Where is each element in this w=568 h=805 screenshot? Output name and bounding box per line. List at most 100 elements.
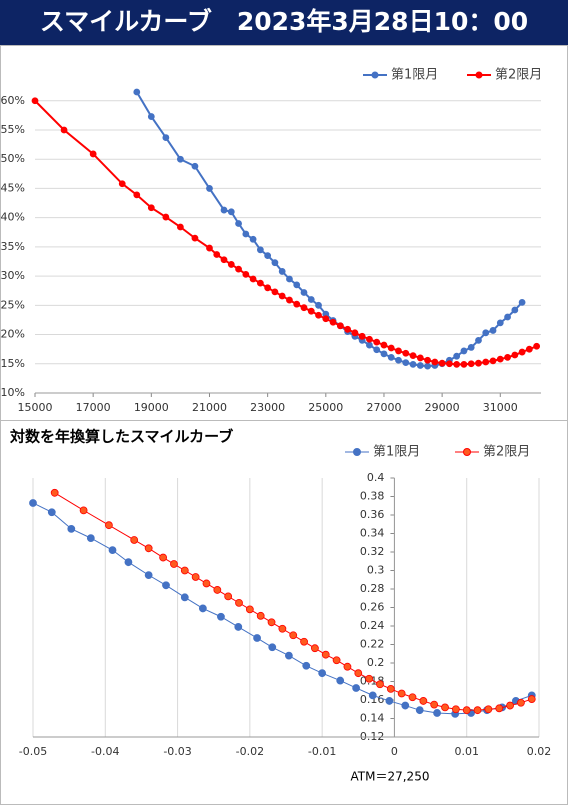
data-point: [144, 571, 153, 580]
x-tick-label: -0.02: [236, 745, 264, 758]
x-tick-label: 25000: [308, 401, 343, 414]
data-point: [147, 204, 155, 212]
data-point: [159, 553, 168, 562]
data-point: [366, 341, 373, 349]
data-point: [395, 347, 402, 355]
data-point: [177, 155, 184, 163]
data-point: [293, 300, 301, 308]
data-point: [511, 306, 519, 314]
x-tick-label: -0.03: [163, 745, 191, 758]
data-point: [511, 351, 519, 359]
data-point: [445, 360, 453, 368]
data-point: [525, 345, 533, 353]
x-tick-label: 0.01: [454, 745, 479, 758]
data-point: [307, 307, 315, 315]
annotation: ATM＝27,250: [351, 770, 430, 784]
data-point: [376, 680, 384, 689]
data-point: [329, 318, 337, 326]
x-tick-label: -0.04: [91, 745, 119, 758]
data-point: [249, 275, 257, 283]
data-point: [336, 322, 344, 330]
data-point: [89, 150, 97, 158]
y-tick-label: 0.36: [360, 508, 385, 521]
data-point: [495, 704, 504, 713]
data-point: [235, 265, 242, 273]
y-tick-label: 0.38: [360, 490, 385, 503]
data-point: [496, 319, 504, 327]
data-point: [191, 234, 199, 242]
data-point: [268, 643, 277, 652]
data-point: [289, 631, 298, 640]
data-point: [206, 244, 213, 252]
y-tick-label: 55%: [1, 123, 25, 136]
data-point: [419, 697, 428, 705]
x-tick-label: 27000: [366, 401, 401, 414]
data-point: [441, 703, 449, 712]
data-point: [234, 623, 243, 631]
x-tick-label: 29000: [425, 401, 460, 414]
legend-marker: [475, 71, 483, 79]
x-tick-label: -0.01: [308, 745, 336, 758]
x-tick-label: -0.05: [19, 745, 47, 758]
y-tick-label: 40%: [1, 211, 25, 224]
data-point: [380, 341, 388, 349]
data-point: [235, 220, 242, 227]
data-point: [133, 191, 141, 199]
data-point: [336, 676, 345, 685]
data-point: [224, 592, 233, 601]
x-tick-label: 21000: [192, 401, 227, 414]
data-point: [278, 268, 286, 275]
data-point: [105, 521, 113, 530]
y-tick-label: 0.34: [360, 527, 385, 540]
data-point: [213, 251, 221, 258]
data-point: [366, 335, 373, 343]
data-point: [267, 618, 276, 627]
x-tick-label: 19000: [134, 401, 169, 414]
data-point: [453, 360, 461, 368]
data-point: [300, 289, 308, 296]
data-point: [318, 669, 327, 678]
data-point: [118, 180, 126, 188]
data-point: [177, 223, 184, 231]
data-point: [453, 352, 461, 360]
data-point: [475, 359, 482, 367]
data-point: [86, 534, 95, 543]
data-point: [300, 304, 308, 312]
data-point: [256, 279, 264, 287]
data-point: [387, 344, 395, 352]
data-point: [482, 329, 490, 337]
data-point: [373, 346, 381, 354]
data-point: [133, 88, 141, 96]
data-point: [162, 213, 170, 221]
data-point: [220, 256, 228, 264]
legend-marker: [353, 448, 361, 456]
y-tick-label: 15%: [1, 357, 25, 370]
data-point: [489, 327, 497, 334]
y-tick-label: 0.28: [360, 582, 385, 595]
data-point: [387, 353, 395, 361]
data-point: [460, 360, 468, 368]
data-point: [504, 313, 511, 321]
legend-label: 第1限月: [391, 68, 438, 83]
data-point: [431, 358, 439, 366]
y-tick-label: 0.2: [367, 656, 385, 669]
data-point: [286, 296, 293, 304]
data-point: [180, 593, 189, 602]
series-line: [135, 91, 523, 368]
y-tick-label: 50%: [1, 152, 25, 165]
data-point: [386, 685, 395, 693]
data-point: [416, 362, 424, 369]
y-tick-label: 0.26: [360, 601, 385, 614]
data-point: [373, 338, 381, 346]
data-point: [315, 301, 322, 309]
data-point: [144, 544, 153, 553]
data-point: [402, 359, 410, 367]
series-line: [54, 492, 532, 711]
legend-marker: [463, 448, 471, 456]
y-tick-label: 30%: [1, 269, 25, 282]
data-point: [284, 651, 293, 660]
data-point: [527, 695, 536, 703]
header-band: [0, 0, 568, 45]
data-point: [253, 634, 261, 642]
data-point: [162, 581, 170, 590]
